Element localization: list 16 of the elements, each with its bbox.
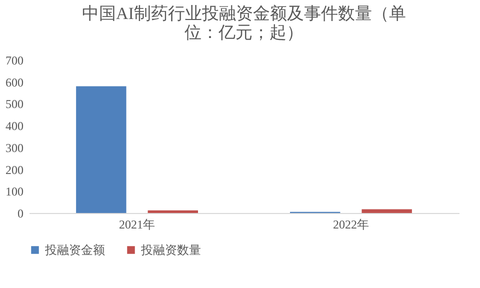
bar (148, 210, 198, 213)
x-tick-label: 2021年 (119, 218, 156, 232)
y-tick-label: 400 (6, 119, 24, 134)
bar (362, 209, 412, 213)
y-tick-label: 500 (6, 97, 24, 112)
y-tick-label: 700 (6, 54, 24, 68)
y-tick-label: 200 (6, 162, 24, 177)
y-tick-label: 0 (18, 206, 24, 220)
y-tick-label: 300 (6, 140, 24, 155)
chart-title: 中国AI制药行业投融资金额及事件数量（单位：亿元；起） (82, 4, 406, 42)
legend-label: 投融资数量 (140, 243, 201, 257)
y-tick-label: 100 (6, 184, 24, 199)
x-tick-label: 2022年 (332, 218, 369, 232)
y-tick-label: 600 (6, 75, 24, 90)
bar (76, 86, 126, 213)
legend-label: 投融资金额 (44, 243, 105, 257)
